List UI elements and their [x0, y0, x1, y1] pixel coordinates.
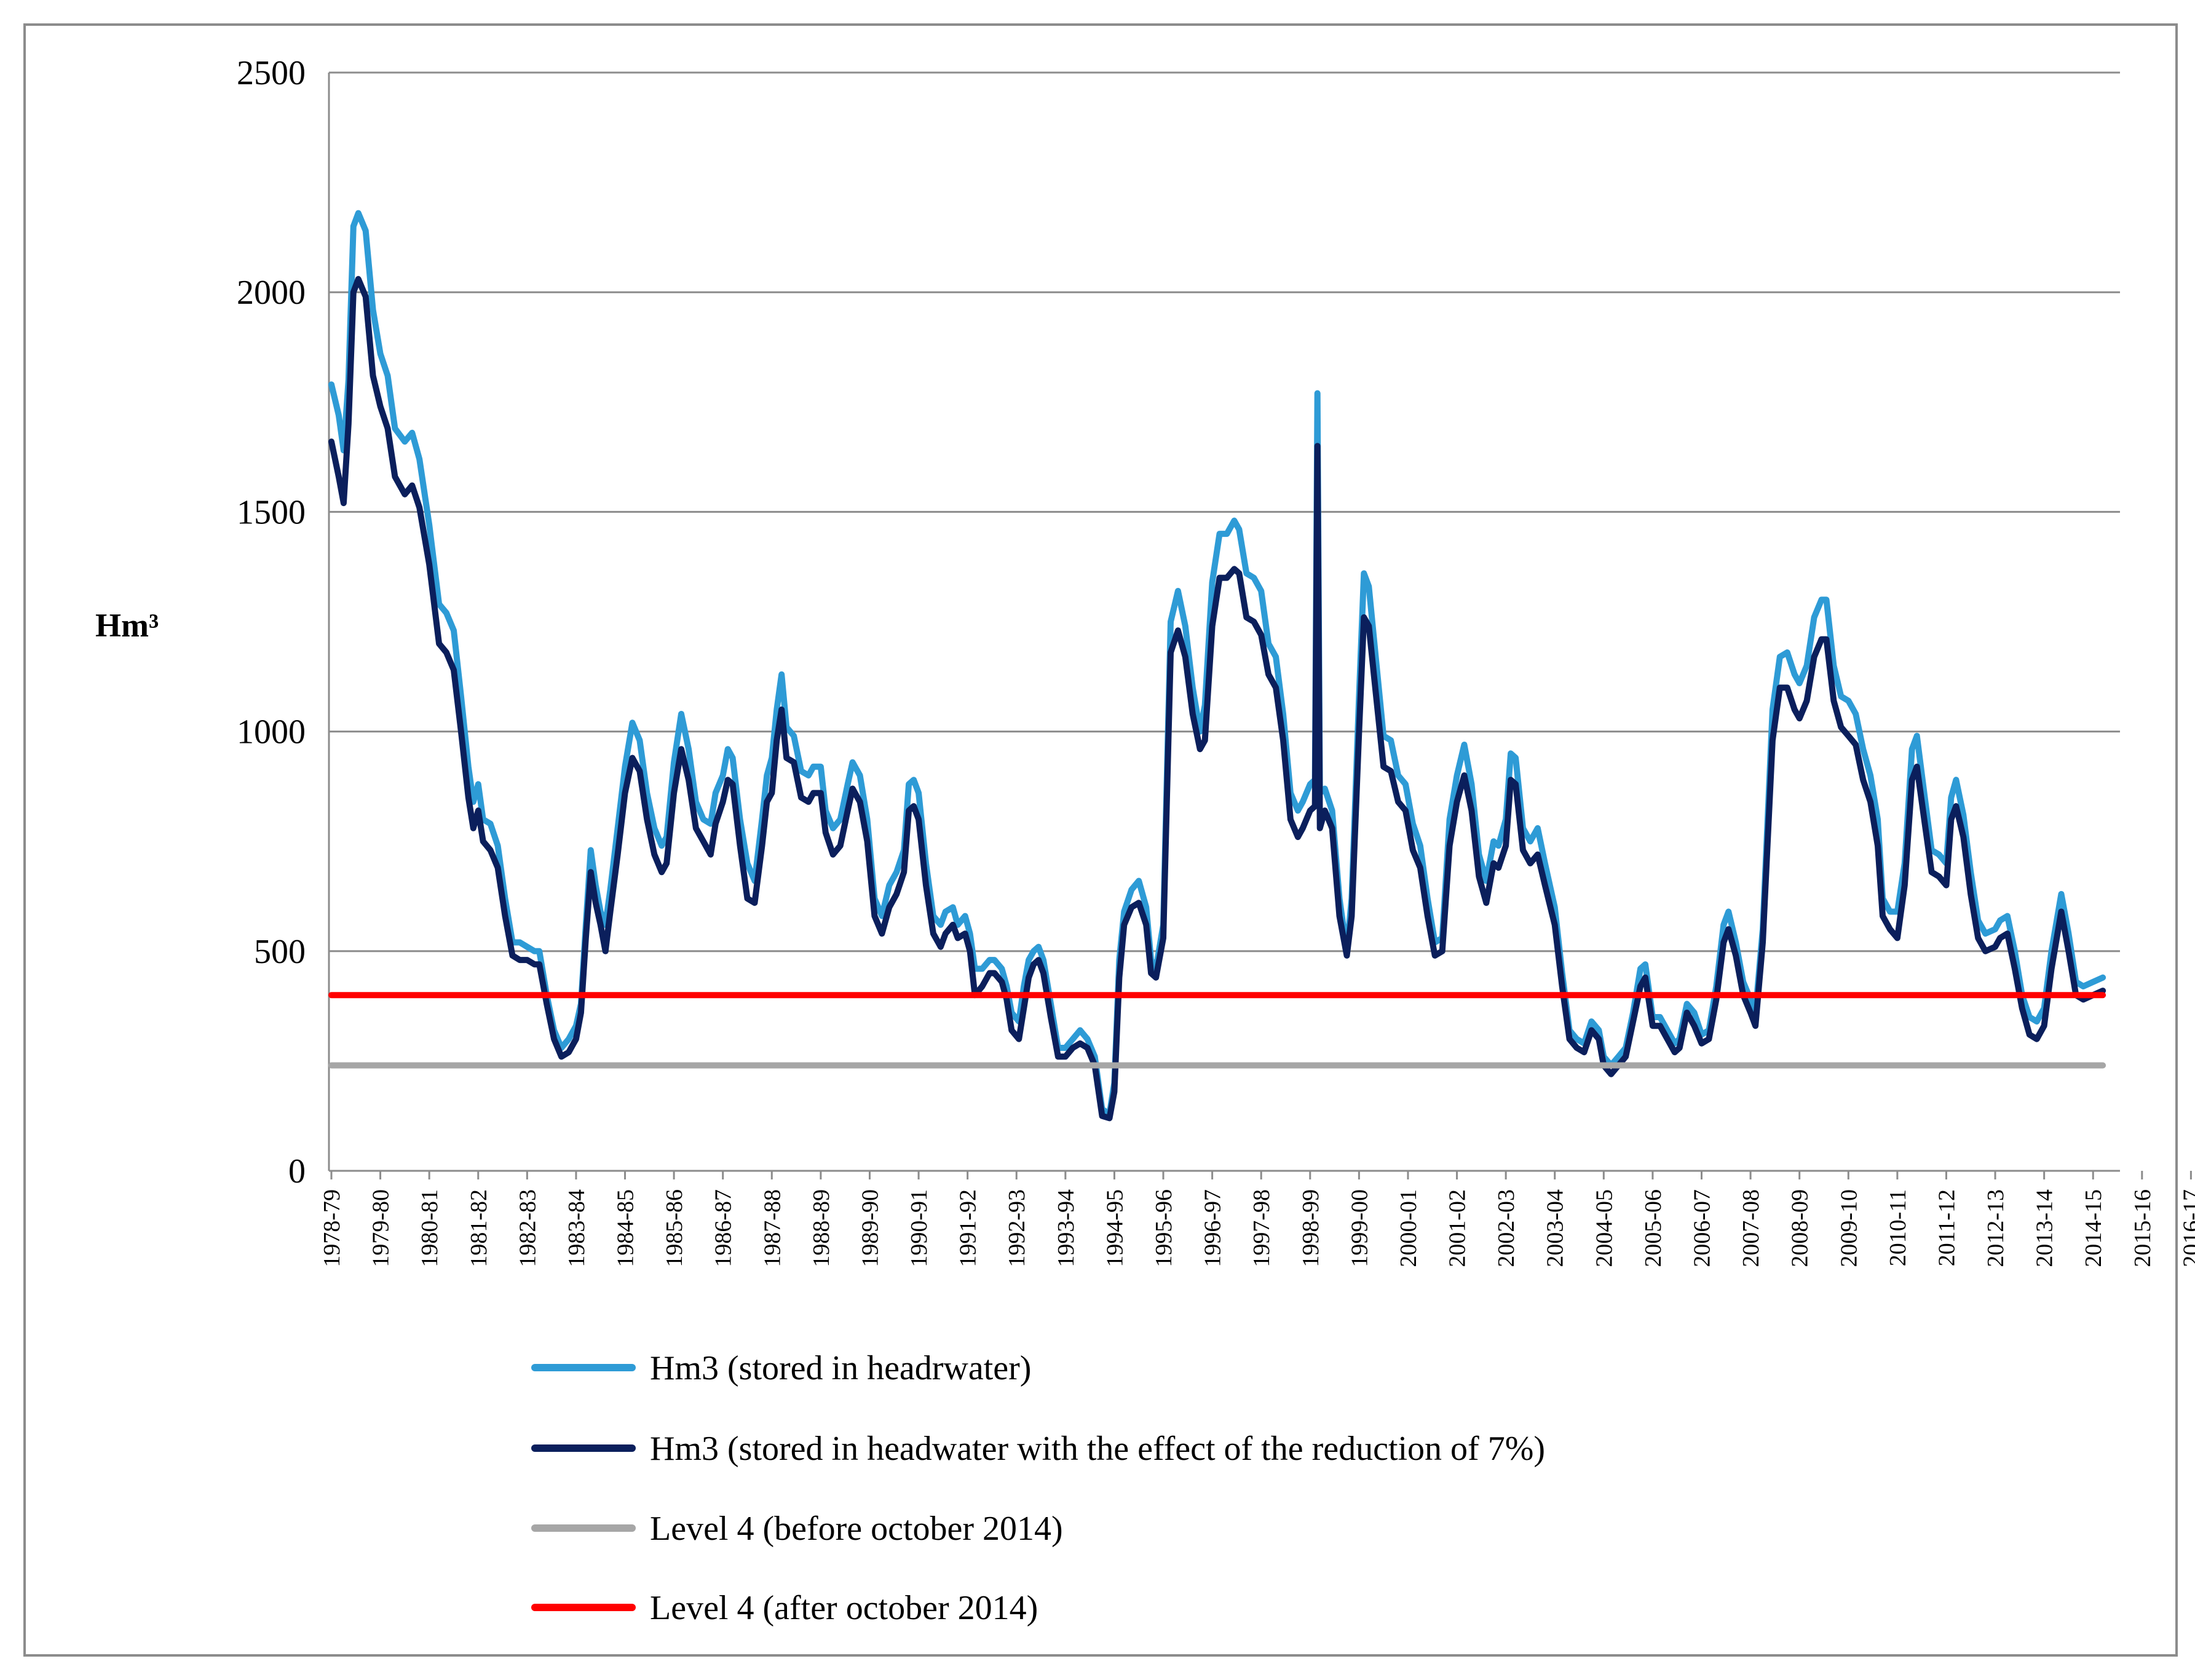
legend-label: Level 4 (after october 2014) [650, 1589, 1038, 1627]
y-tick-label: 1000 [237, 713, 306, 751]
legend-label: Hm3 (stored in headwater with the effect… [650, 1430, 1545, 1468]
x-tick-label: 2015-16 [2130, 1189, 2156, 1267]
x-tick-label: 2000-01 [1396, 1189, 1422, 1267]
x-tick-label: 2003-04 [1543, 1189, 1568, 1267]
x-axis-ticks: 1978-79 1979-80 1980-81 1981-82 1982-83 1983-… [319, 1171, 2195, 1267]
x-tick-label: 1994-95 [1102, 1189, 1128, 1267]
x-tick-label: 1997-98 [1249, 1189, 1275, 1267]
x-tick-label: 2013-14 [2032, 1189, 2058, 1267]
x-tick-label: 2001-02 [1445, 1189, 1471, 1267]
x-tick-label: 2012-13 [1983, 1189, 2009, 1267]
x-tick-label: 2016-17 [2178, 1189, 2195, 1267]
x-tick-label: 1984-85 [613, 1189, 639, 1267]
x-tick-label: 2011-12 [1934, 1189, 1960, 1266]
x-tick-label: 2009-10 [1836, 1189, 1862, 1267]
y-tick-label: 500 [254, 933, 306, 971]
legend: Hm3 (stored in headrwater) Hm3 (stored in… [531, 1349, 1545, 1627]
series-line-1 [328, 210, 2106, 1117]
x-tick-label: 1991-92 [955, 1189, 981, 1267]
x-tick-label: 1983-84 [564, 1189, 590, 1267]
x-tick-label: 2007-08 [1738, 1189, 1764, 1267]
y-axis-ticks: 0 500 1000 1500 2000 2500 [237, 54, 306, 1191]
x-tick-label: 2008-09 [1787, 1189, 1813, 1267]
x-tick-label: 1979-80 [368, 1189, 394, 1267]
legend-label: Level 4 (before october 2014) [650, 1510, 1063, 1548]
axes [328, 73, 2120, 1172]
x-tick-label: 2014-15 [2081, 1189, 2106, 1267]
y-axis-label: Hm³ [95, 607, 159, 644]
x-tick-label: 2004-05 [1591, 1189, 1617, 1267]
y-tick-label: 0 [288, 1152, 306, 1191]
y-tick-label: 1500 [237, 493, 306, 531]
y-tick-label: 2500 [237, 54, 306, 92]
x-tick-label: 1978-79 [319, 1189, 345, 1267]
x-tick-label: 1986-87 [711, 1189, 737, 1267]
x-tick-label: 1989-90 [857, 1189, 883, 1267]
x-tick-label: 1980-81 [417, 1189, 443, 1267]
x-tick-label: 2006-07 [1690, 1189, 1715, 1267]
x-tick-label: 1981-82 [466, 1189, 492, 1267]
x-tick-label: 2002-03 [1493, 1189, 1519, 1267]
x-tick-label: 1988-89 [809, 1189, 834, 1267]
x-tick-label: 1996-97 [1200, 1189, 1226, 1267]
x-tick-label: 1982-83 [515, 1189, 540, 1267]
legend-label: Hm3 (stored in headrwater) [650, 1349, 1031, 1387]
x-tick-label: 1998-99 [1298, 1189, 1324, 1267]
x-tick-label: 1992-93 [1004, 1189, 1030, 1267]
x-tick-label: 1993-94 [1053, 1189, 1079, 1267]
series-line-2 [328, 275, 2106, 1122]
x-tick-label: 1985-86 [662, 1189, 687, 1267]
x-tick-label: 1999-00 [1347, 1189, 1372, 1267]
x-tick-label: 1995-96 [1151, 1189, 1177, 1267]
x-tick-label: 1990-91 [906, 1189, 932, 1267]
x-tick-label: 2005-06 [1640, 1189, 1666, 1267]
x-tick-label: 2010-11 [1885, 1189, 1911, 1266]
series-lines [328, 210, 2106, 1122]
x-tick-label: 1987-88 [759, 1189, 785, 1267]
chart-frame [23, 23, 2178, 1657]
gridlines [329, 71, 2120, 953]
y-tick-label: 2000 [237, 274, 306, 312]
